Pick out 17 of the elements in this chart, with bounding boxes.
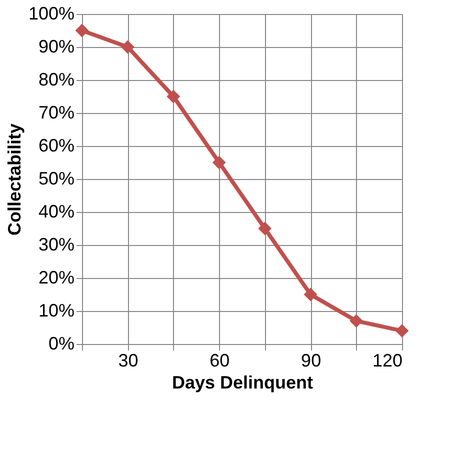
y-tick-label: 20% xyxy=(38,268,74,288)
y-tick-label: 60% xyxy=(38,136,74,156)
y-tick-label: 10% xyxy=(38,300,74,320)
y-tick-label: 0% xyxy=(48,334,74,354)
x-tick-label: 30 xyxy=(118,350,138,370)
x-axis-title: Days Delinquent xyxy=(172,372,314,392)
y-tick-label: 30% xyxy=(38,234,74,254)
y-tick-label: 40% xyxy=(38,202,74,222)
y-tick-label: 90% xyxy=(38,36,74,56)
y-axis-title: Collectability xyxy=(4,123,24,236)
y-tick-label: 70% xyxy=(38,102,74,122)
x-tick-label: 120 xyxy=(372,350,402,370)
y-tick-label: 100% xyxy=(28,4,74,24)
y-tick-label: 80% xyxy=(38,70,74,90)
y-tick-label: 50% xyxy=(38,168,74,188)
x-tick-label: 60 xyxy=(210,350,230,370)
x-tick-label: 90 xyxy=(301,350,322,370)
